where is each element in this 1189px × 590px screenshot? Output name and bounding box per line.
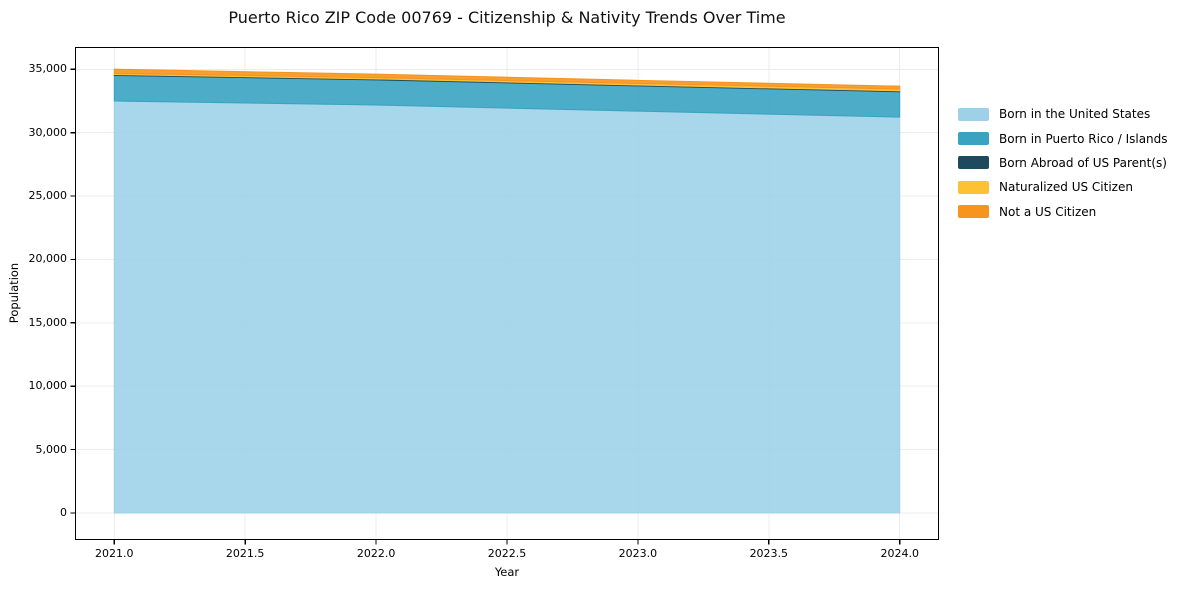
x-axis-label: Year	[494, 565, 520, 579]
legend-label: Born in Puerto Rico / Islands	[999, 131, 1168, 146]
legend-swatch	[958, 107, 989, 121]
x-tick-label: 2022.0	[356, 547, 396, 560]
legend-label: Not a US Citizen	[999, 204, 1097, 219]
x-tick-label: 2023.5	[749, 547, 789, 560]
x-tick-label: 2021.5	[225, 547, 265, 560]
legend-item: Naturalized US Citizen	[958, 175, 1168, 199]
y-tick-label: 0	[60, 505, 67, 519]
legend-item: Not a US Citizen	[958, 200, 1168, 224]
axes-border	[74, 46, 940, 541]
x-tick-label: 2023.0	[618, 547, 658, 560]
legend-swatch	[958, 132, 989, 146]
y-tick-label: 35,000	[28, 62, 68, 76]
area-born-in-the-united-states	[113, 100, 901, 514]
y-axis-label: Population	[7, 262, 21, 324]
legend-item: Born in Puerto Rico / Islands	[958, 126, 1168, 150]
y-tick-label: 5,000	[35, 442, 68, 456]
y-tick-label: 30,000	[28, 125, 68, 139]
y-tick-label: 25,000	[28, 189, 68, 203]
plot-area	[70, 46, 940, 545]
y-tick-label: 20,000	[28, 252, 68, 266]
legend-label: Naturalized US Citizen	[999, 180, 1133, 195]
x-tick-label: 2021.0	[95, 547, 134, 560]
legend-item: Born Abroad of US Parent(s)	[958, 151, 1168, 175]
legend-label: Born in the United States	[999, 107, 1151, 122]
legend-item: Born in the United States	[958, 102, 1168, 126]
area-not-a-us-citizen	[113, 68, 901, 90]
y-tick-label: 10,000	[28, 379, 68, 393]
legend-swatch	[958, 156, 989, 170]
chart-title: Puerto Rico ZIP Code 00769 - Citizenship…	[228, 8, 786, 27]
legend: Born in the United States Born in Puerto …	[958, 102, 1168, 224]
x-tick-label: 2022.5	[487, 547, 527, 560]
legend-swatch	[958, 180, 989, 194]
legend-swatch	[958, 205, 989, 219]
legend-label: Born Abroad of US Parent(s)	[999, 155, 1167, 170]
x-tick-label: 2024.0	[880, 547, 919, 560]
y-tick-label: 15,000	[28, 315, 68, 329]
